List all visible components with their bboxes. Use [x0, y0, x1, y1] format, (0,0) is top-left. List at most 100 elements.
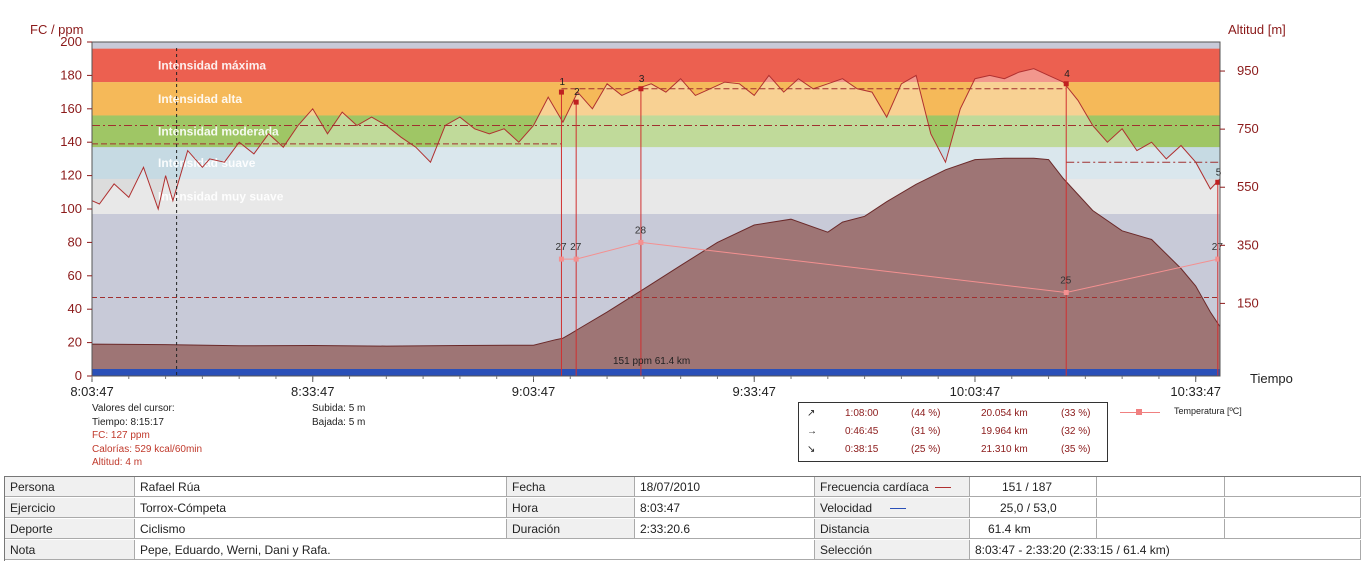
temperature-point: [558, 256, 564, 262]
x-axis-label: Tiempo: [1250, 371, 1293, 386]
marker-label: 3: [639, 74, 645, 85]
summary-row-up: ↗ 1:08:00 (44 %) 20.054 km (33 %): [799, 405, 1107, 423]
cursor-time: Tiempo: 8:15:17: [92, 416, 164, 428]
zone-label: Intensidad alta: [158, 92, 242, 106]
summary-dpct: (35 %): [1061, 444, 1091, 455]
left-tick-label: 100: [60, 201, 82, 216]
left-axis-label: FC / ppm: [30, 22, 83, 37]
dist-value: 61.4 km: [970, 519, 1097, 539]
left-tick-label: 140: [60, 134, 82, 149]
summary-dist: 19.964 km: [981, 426, 1028, 437]
temperature-point: [1063, 290, 1069, 295]
summary-dpct: (33 %): [1061, 408, 1091, 419]
zone-label: Intensidad máxima: [158, 58, 266, 72]
left-tick-label: 80: [68, 234, 82, 249]
ejercicio-value[interactable]: Torrox-Cómpeta: [135, 498, 507, 518]
zone-band: [92, 48, 1220, 83]
marker-label: 1: [559, 77, 565, 88]
duracion-value: 2:33:20.6: [635, 519, 815, 539]
activity-info-grid: Persona Rafael Rúa Fecha 18/07/2010 Frec…: [4, 476, 1361, 561]
nota-value[interactable]: Pepe, Eduardo, Werni, Dani y Rafa.: [135, 540, 815, 560]
left-tick-label: 180: [60, 67, 82, 82]
temperature-point: [638, 239, 644, 245]
arrow-down-right-icon: ↘: [807, 444, 816, 455]
temperature-value-label: 27: [1212, 242, 1224, 253]
temperature-value-label: 28: [635, 225, 647, 236]
summary-time: 0:46:45: [845, 426, 879, 437]
cursor-title: Valores del cursor:: [92, 403, 175, 414]
left-axis-ticks: 0 20 40 60 80 100 120 140 160 180 200: [60, 34, 92, 383]
x-tick-label: 8:33:47: [291, 384, 334, 399]
empty-cell: [1097, 519, 1225, 539]
summary-dpct: (32 %): [1061, 426, 1091, 437]
left-tick-label: 20: [68, 335, 82, 350]
summary-pct: (44 %): [911, 408, 941, 419]
right-tick-label: 950: [1237, 63, 1259, 78]
deporte-value[interactable]: Ciclismo: [135, 519, 507, 539]
hora-value[interactable]: 8:03:47: [635, 498, 815, 518]
info-row: Nota Pepe, Eduardo, Werni, Dani y Rafa. …: [5, 540, 1361, 561]
zone-label: Intensidad moderada: [158, 124, 279, 138]
cursor-values-panel: Valores del cursor: Tiempo: 8:15:17 FC: …: [92, 402, 202, 470]
summary-time: 1:08:00: [845, 408, 879, 419]
fc-series-line: [91, 68, 1221, 211]
summary-pct: (25 %): [911, 444, 941, 455]
zone-label: Intensidad suave: [158, 156, 256, 170]
fc-label: Frecuencia cardíaca: [815, 477, 970, 497]
right-tick-label: 750: [1237, 121, 1259, 136]
fc-label-text: Frecuencia cardíaca: [820, 480, 929, 494]
marker-point: [573, 99, 579, 105]
speed-bar: [92, 369, 1220, 376]
fecha-value[interactable]: 18/07/2010: [635, 477, 815, 497]
x-axis-ticks: 8:03:47 8:33:47 9:03:47 9:33:47 10:03:47 10:3…: [70, 376, 1221, 399]
ascent-down: Bajada: 5 m: [312, 416, 366, 428]
right-tick-label: 550: [1237, 179, 1259, 194]
vel-label: Velocidad: [815, 498, 970, 518]
marker-label: 5: [1216, 167, 1222, 178]
empty-cell: [1225, 519, 1361, 539]
empty-cell: [1097, 498, 1225, 518]
nota-label: Nota: [5, 540, 135, 560]
dist-label: Distancia: [815, 519, 970, 539]
hora-label: Hora: [507, 498, 635, 518]
zone-label: Intensidad muy suave: [158, 189, 284, 203]
vel-legend-line: [890, 508, 907, 510]
plot-area: Intensidad máxima Intensidad alta Intensid…: [91, 41, 1224, 377]
fecha-label: Fecha: [507, 477, 635, 497]
ascent-up: Subida: 5 m: [312, 403, 366, 414]
marker-label: 2: [574, 87, 580, 98]
summary-dist: 21.310 km: [981, 444, 1028, 455]
sel-value: 8:03:47 - 2:33:20 (2:33:15 / 61.4 km): [970, 540, 1361, 560]
duracion-label: Duración: [507, 519, 635, 539]
right-tick-label: 350: [1237, 237, 1259, 252]
arrow-up-right-icon: ↗: [807, 408, 816, 419]
ejercicio-label: Ejercicio: [5, 498, 135, 518]
cursor-calories: Calorías: 529 kcal/60min: [92, 443, 203, 455]
fc-legend-line: [934, 487, 951, 489]
ascent-panel: Subida: 5 m Bajada: 5 m: [312, 402, 365, 429]
zone-band: [92, 82, 1220, 116]
empty-cell: [1225, 498, 1361, 518]
summary-pct: (31 %): [911, 426, 941, 437]
deporte-label: Deporte: [5, 519, 135, 539]
x-tick-label: 9:33:47: [733, 384, 776, 399]
info-row: Persona Rafael Rúa Fecha 18/07/2010 Frec…: [5, 477, 1361, 498]
altitude-area: [91, 157, 1221, 371]
left-tick-label: 60: [68, 268, 82, 283]
temperature-legend-marker: [1136, 409, 1142, 415]
temperature-value-label: 27: [555, 242, 567, 253]
persona-value[interactable]: Rafael Rúa: [135, 477, 507, 497]
right-axis-label: Altitud [m]: [1228, 22, 1286, 37]
left-tick-label: 120: [60, 168, 82, 183]
right-tick-label: 150: [1237, 295, 1259, 310]
summary-dist: 20.054 km: [981, 408, 1028, 419]
empty-cell: [1225, 477, 1361, 497]
info-row: Deporte Ciclismo Duración 2:33:20.6 Dist…: [5, 519, 1361, 540]
temperature-point: [573, 256, 579, 262]
left-tick-label: 40: [68, 301, 82, 316]
vel-label-text: Velocidad: [820, 501, 873, 515]
fc-value: 151 / 187: [970, 477, 1097, 497]
slope-summary-table: ↗ 1:08:00 (44 %) 20.054 km (33 %) → 0:46…: [798, 402, 1108, 462]
right-axis-ticks: 150 350 550 750 950: [1220, 63, 1259, 310]
marker-point: [558, 89, 564, 95]
